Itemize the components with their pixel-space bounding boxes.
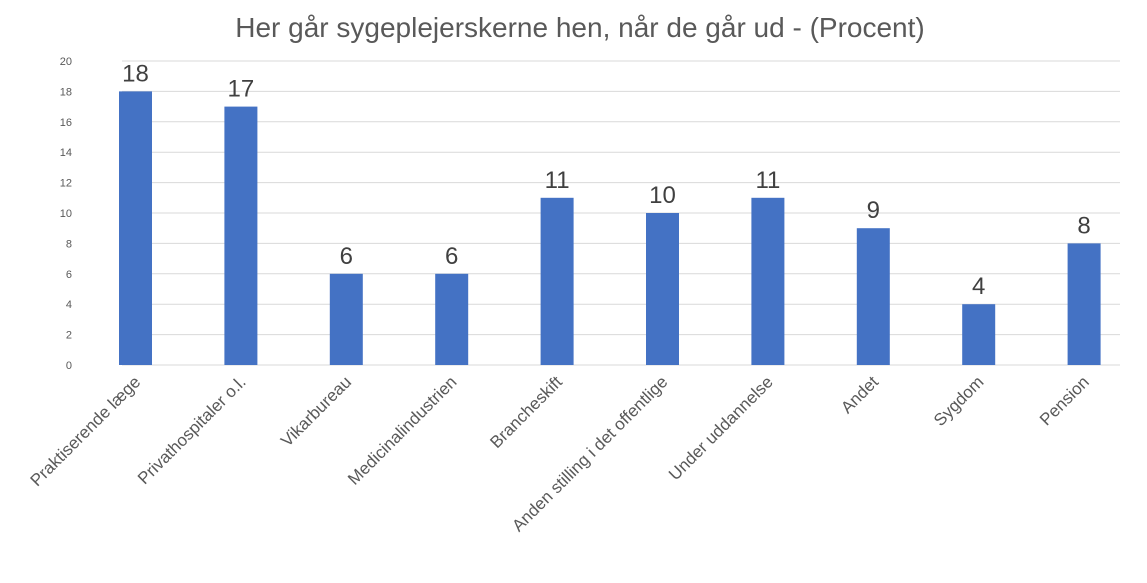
data-label: 17 [228, 76, 255, 103]
data-label: 11 [545, 167, 570, 194]
x-tick-label: Brancheskift [486, 372, 566, 452]
y-tick-label: 12 [60, 178, 72, 190]
data-label: 11 [755, 167, 780, 194]
x-tick-label: Andet [837, 372, 882, 417]
data-label: 18 [122, 60, 149, 87]
y-tick-label: 10 [60, 208, 72, 220]
y-tick-label: 6 [66, 269, 72, 281]
bar [856, 228, 890, 365]
y-tick-label: 20 [60, 56, 72, 68]
data-label: 6 [340, 243, 353, 270]
y-tick-label: 8 [66, 238, 72, 250]
data-label: 4 [972, 273, 985, 300]
y-tick-label: 2 [66, 330, 72, 342]
data-label: 10 [649, 182, 676, 209]
bar [751, 197, 785, 365]
x-tick-label: Praktiserende læge [27, 372, 145, 490]
bar [540, 197, 574, 365]
x-tick-label: Medicinalindustrien [344, 372, 460, 488]
data-label: 9 [867, 197, 880, 224]
chart-title: Her går sygeplejerskerne hen, når de går… [235, 12, 924, 43]
bar [646, 213, 679, 365]
y-tick-label: 14 [60, 147, 72, 159]
x-tick-label: Privathospitaler o.l. [134, 372, 250, 488]
y-tick-label: 4 [66, 299, 72, 311]
bar [224, 106, 258, 365]
bar [119, 91, 152, 366]
x-tick-label: Under uddannelse [665, 372, 777, 484]
x-tick-label: Sygdom [930, 372, 988, 430]
bar [435, 273, 469, 365]
bar [962, 304, 996, 365]
bar [329, 273, 363, 365]
data-label: 8 [1077, 212, 1090, 239]
data-label: 6 [445, 243, 458, 270]
x-tick-label: Pension [1036, 372, 1093, 429]
bar [1067, 243, 1101, 365]
y-tick-label: 16 [60, 117, 72, 129]
y-tick-label: 0 [66, 360, 72, 372]
y-tick-label: 18 [60, 86, 72, 98]
x-tick-label: Vikarbureau [277, 372, 355, 450]
